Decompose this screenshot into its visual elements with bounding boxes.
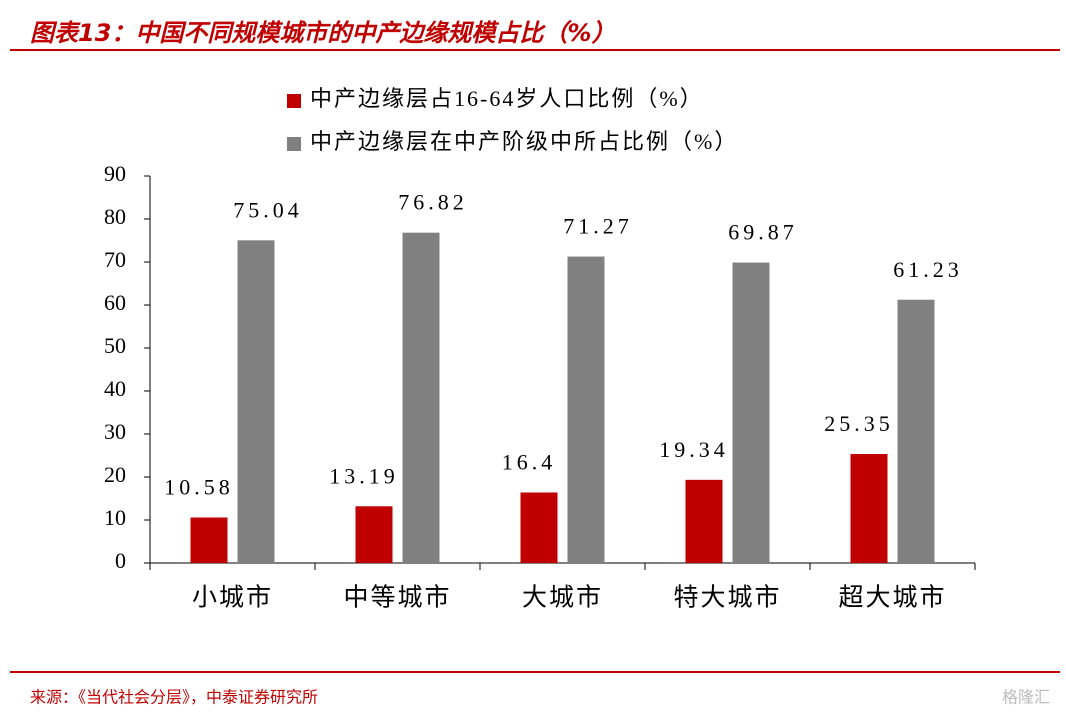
legend-swatch bbox=[287, 137, 301, 151]
y-tick-label: 10 bbox=[104, 505, 126, 530]
x-tick-label: 特大城市 bbox=[673, 584, 781, 612]
bar bbox=[732, 262, 770, 563]
legend-label: 中产边缘层在中产阶级中所占比例（%） bbox=[310, 129, 738, 154]
value-label: 71.27 bbox=[563, 214, 633, 239]
value-label: 69.87 bbox=[728, 220, 798, 245]
value-label: 16.4 bbox=[502, 450, 557, 475]
x-tick-label: 超大城市 bbox=[838, 584, 946, 612]
y-tick-label: 20 bbox=[104, 462, 126, 487]
y-tick-label: 70 bbox=[104, 247, 126, 272]
y-tick-label: 60 bbox=[104, 290, 126, 315]
y-tick-label: 90 bbox=[104, 161, 126, 186]
bar bbox=[685, 479, 723, 563]
bar bbox=[567, 256, 605, 563]
value-label: 19.34 bbox=[659, 437, 729, 462]
chart-title: 图表13：中国不同规模城市的中产边缘规模占比（%） bbox=[30, 19, 615, 47]
source: 来源：《当代社会分层》，中泰证券研究所 bbox=[30, 688, 318, 707]
bar bbox=[520, 492, 558, 563]
y-tick-label: 40 bbox=[104, 376, 126, 401]
y-tick-label: 30 bbox=[104, 419, 126, 444]
legend-swatch bbox=[287, 94, 301, 108]
watermark: 格隆汇 bbox=[1002, 688, 1050, 707]
value-label: 25.35 bbox=[824, 411, 894, 436]
x-tick-label: 小城市 bbox=[192, 584, 273, 612]
bar bbox=[897, 299, 935, 563]
bar bbox=[355, 506, 393, 563]
value-label: 61.23 bbox=[893, 257, 963, 282]
bar bbox=[402, 232, 440, 563]
bar bbox=[190, 517, 228, 563]
y-tick-label: 80 bbox=[104, 204, 126, 229]
x-tick-label: 中等城市 bbox=[343, 584, 451, 612]
y-tick-label: 50 bbox=[104, 333, 126, 358]
value-label: 75.04 bbox=[233, 197, 303, 222]
y-tick-label: 0 bbox=[115, 548, 126, 573]
x-tick-label: 大城市 bbox=[522, 584, 603, 612]
bar bbox=[850, 453, 888, 563]
value-label: 13.19 bbox=[329, 463, 399, 488]
bar bbox=[237, 240, 275, 563]
value-label: 76.82 bbox=[398, 190, 468, 215]
legend-label: 中产边缘层占16-64岁人口比例（%） bbox=[310, 86, 704, 111]
value-label: 10.58 bbox=[164, 475, 234, 500]
